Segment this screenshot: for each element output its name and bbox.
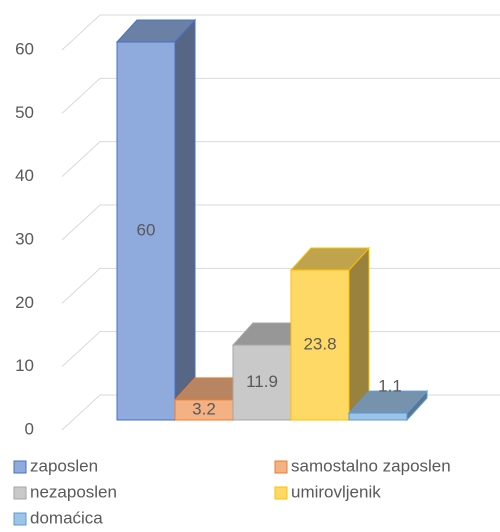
bar-side — [174, 18, 196, 422]
data-label: 3.2 — [192, 399, 216, 418]
legend-swatch — [13, 460, 27, 474]
grid-line — [61, 77, 500, 114]
legend-label: domaćica — [30, 508, 103, 527]
legend-swatch — [274, 460, 288, 474]
y-tick-label: 20 — [15, 293, 34, 312]
grid-line — [61, 141, 500, 178]
y-tick-label: 0 — [25, 419, 34, 438]
y-tick-label: 40 — [15, 166, 34, 185]
data-label: 11.9 — [246, 372, 278, 391]
y-tick-label: 30 — [15, 229, 34, 248]
bar — [116, 41, 176, 421]
y-tick-label: 10 — [15, 356, 34, 375]
legend-swatch — [274, 486, 288, 500]
data-label: 23.8 — [303, 335, 336, 354]
data-label: 60 — [137, 220, 156, 239]
legend-label: zaposlen — [30, 456, 98, 475]
grid-line — [61, 204, 500, 241]
grid-line — [61, 14, 500, 51]
bar — [348, 412, 408, 421]
legend-swatch — [13, 512, 27, 526]
legend-label: nezaposlen — [30, 482, 117, 501]
legend-label: umirovljenik — [291, 482, 381, 501]
y-tick-label: 60 — [15, 39, 34, 58]
legend-label: samostalno zaposlen — [291, 456, 451, 475]
data-label: 1.1 — [378, 377, 402, 396]
legend-swatch — [13, 486, 27, 500]
bar — [290, 269, 350, 421]
y-tick-label: 50 — [15, 103, 34, 122]
